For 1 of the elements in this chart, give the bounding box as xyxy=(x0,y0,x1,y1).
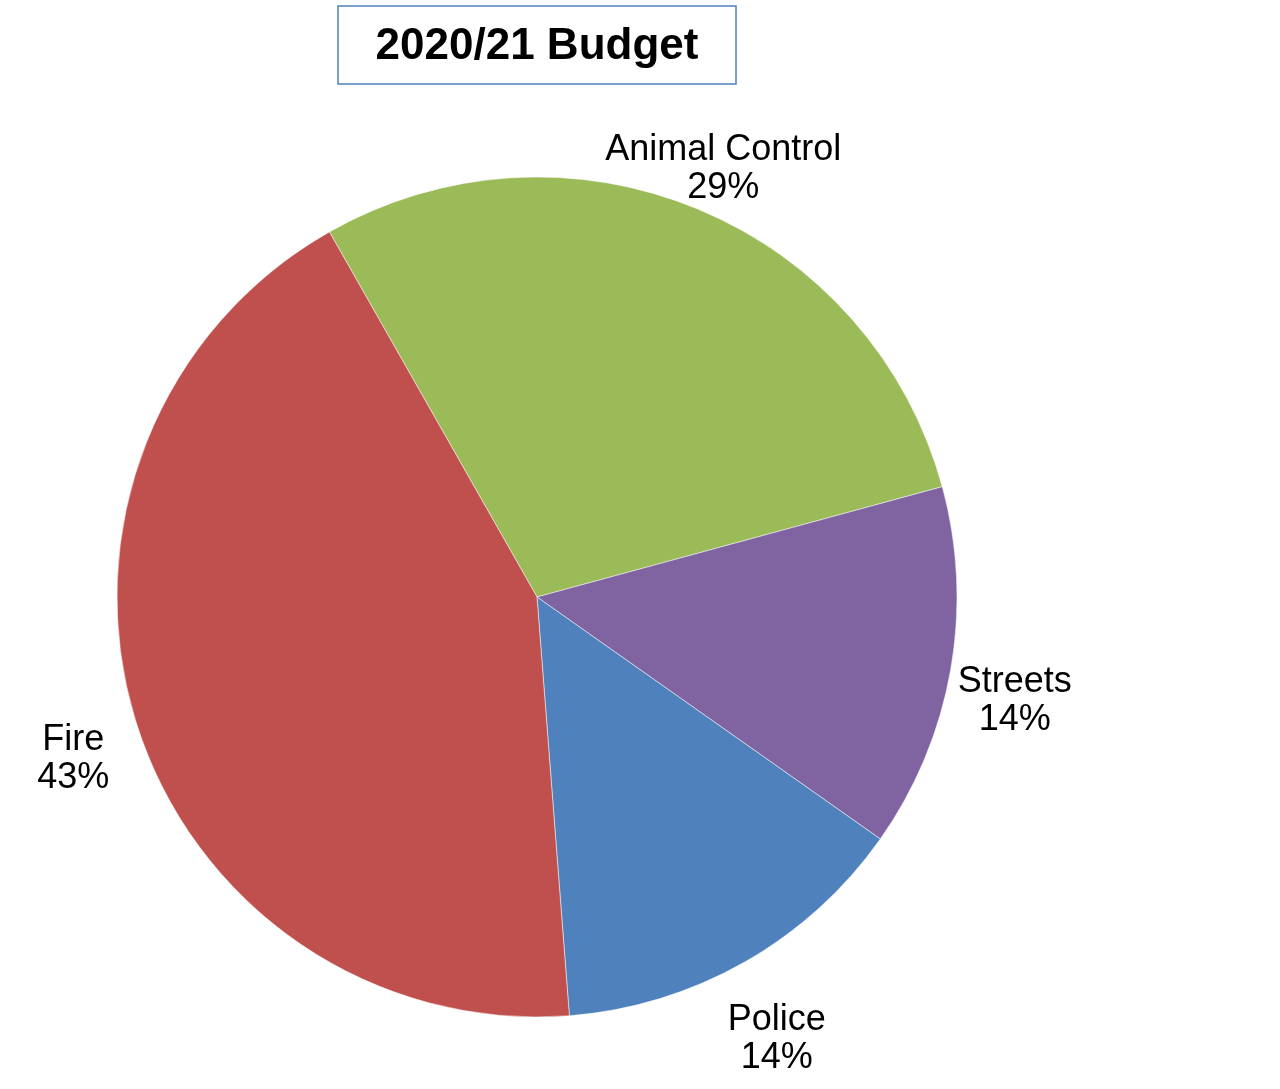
chart-title: 2020/21 Budget xyxy=(375,19,699,68)
